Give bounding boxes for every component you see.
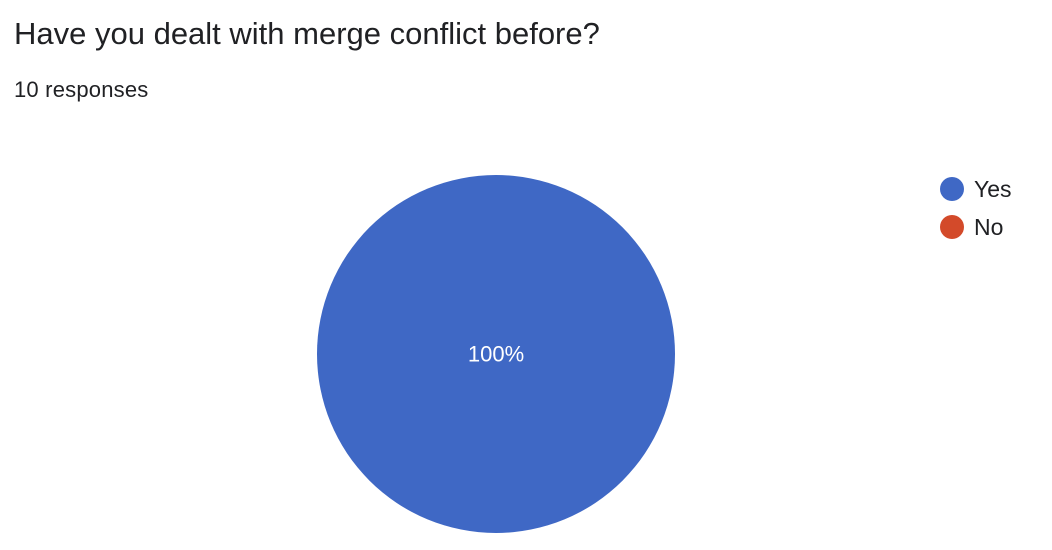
chart-legend: Yes No: [940, 170, 1012, 246]
legend-item-no: No: [940, 208, 1012, 246]
response-count: 10 responses: [14, 77, 149, 102]
legend-item-yes: Yes: [940, 170, 1012, 208]
legend-label-yes: Yes: [974, 176, 1012, 202]
legend-swatch-yes: [940, 177, 964, 201]
question-title: Have you dealt with merge conflict befor…: [14, 16, 600, 51]
legend-swatch-no: [940, 215, 964, 239]
legend-label-no: No: [974, 214, 1004, 240]
pie-slice-yes: [317, 175, 675, 533]
pie-data-label-yes: 100%: [468, 342, 524, 367]
